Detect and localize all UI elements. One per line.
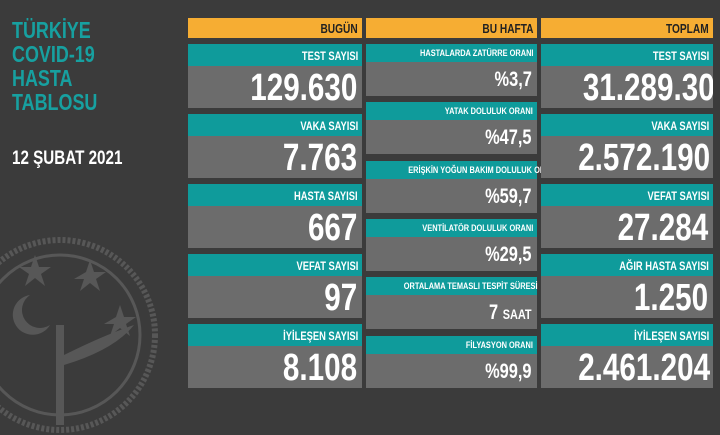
stat-value: 2.461.204: [541, 346, 713, 388]
stat-value: 2.572.190: [541, 136, 713, 178]
column-header: BU HAFTA: [366, 18, 537, 38]
stat-value: %3,7: [366, 62, 537, 96]
ministry-emblem-icon: [0, 237, 158, 433]
column-header: BUGÜN: [188, 18, 362, 38]
stat-card: İYİLEŞEN SAYISI 8.108: [188, 324, 362, 388]
stat-unit: SAAT: [503, 306, 532, 323]
stat-value: %99,9: [366, 353, 537, 388]
stat-card: VAKA SAYISI 2.572.190: [541, 114, 713, 178]
stat-card: VEFAT SAYISI 27.284: [541, 184, 713, 248]
stat-card: ORTALAMA TEMASLI TESPİT SÜRESİ 7 SAAT: [366, 277, 538, 330]
stat-value: 7.763: [188, 136, 362, 178]
stat-card: VENTİLATÖR DOLULUK ORANI %29,5: [366, 218, 537, 271]
stat-card: FİLYASYON ORANI %99,9: [366, 335, 537, 388]
report-date: 12 ŞUBAT 2021: [12, 148, 123, 169]
column-header: TOPLAM: [541, 18, 713, 38]
stat-card: HASTA SAYISI 667: [188, 184, 362, 248]
stat-value: %29,5: [366, 236, 537, 271]
stat-label: VENTİLATÖR DOLULUK ORANI: [366, 218, 537, 237]
stat-label: FİLYASYON ORANI: [366, 335, 537, 354]
stat-card: AĞIR HASTA SAYISI 1.250: [541, 254, 713, 318]
stat-value: %59,7: [366, 178, 537, 213]
stat-value: 27.284: [541, 206, 713, 248]
stat-value: 97: [188, 276, 362, 318]
stat-value: %47,5: [366, 120, 537, 155]
stat-label: VEFAT SAYISI: [541, 184, 713, 206]
stat-label: AĞIR HASTA SAYISI: [541, 254, 713, 276]
stat-card: VAKA SAYISI 7.763: [188, 114, 362, 178]
week-column: BU HAFTA HASTALARDA ZATÜRRE ORANI %3,7 YAT…: [366, 18, 558, 390]
stat-label: HASTA SAYISI: [188, 184, 362, 206]
stat-label: YATAK DOLULUK ORANI: [366, 102, 537, 121]
stat-card: İYİLEŞEN SAYISI 2.461.204: [541, 324, 713, 388]
stat-label: ORTALAMA TEMASLI TESPİT SÜRESİ: [366, 277, 538, 296]
stat-label: HASTALARDA ZATÜRRE ORANI: [366, 44, 537, 62]
stat-label: VEFAT SAYISI: [188, 254, 362, 276]
stat-label: VAKA SAYISI: [541, 114, 713, 136]
stat-label: TEST SAYISI: [541, 44, 713, 66]
stat-value: 129.630: [188, 66, 362, 108]
stat-card: HASTALARDA ZATÜRRE ORANI %3,7: [366, 44, 537, 96]
today-column: BUGÜN TEST SAYISI 129.630 VAKA SAYISI 7.763…: [188, 18, 362, 388]
stat-card: YATAK DOLULUK ORANI %47,5: [366, 102, 537, 155]
stat-card: ERİŞKİN YOĞUN BAKIM DOLULUK ORANI %59,7: [366, 160, 558, 213]
stat-label: TEST SAYISI: [188, 44, 362, 66]
stat-value: 8.108: [188, 346, 362, 388]
stat-label: İYİLEŞEN SAYISI: [188, 324, 362, 346]
page-title: TÜRKİYE COVID-19 HASTA TABLOSU: [12, 17, 98, 115]
stat-value: 667: [188, 206, 362, 248]
stat-card: TEST SAYISI 129.630: [188, 44, 362, 108]
stat-label: İYİLEŞEN SAYISI: [541, 324, 713, 346]
stat-label: ERİŞKİN YOĞUN BAKIM DOLULUK ORANI: [366, 160, 558, 179]
stat-label: VAKA SAYISI: [188, 114, 362, 136]
stat-value: 31.289.306: [541, 66, 713, 108]
stat-value: 7 SAAT: [366, 295, 537, 330]
stat-card: VEFAT SAYISI 97: [188, 254, 362, 318]
stat-value: 1.250: [541, 276, 713, 318]
